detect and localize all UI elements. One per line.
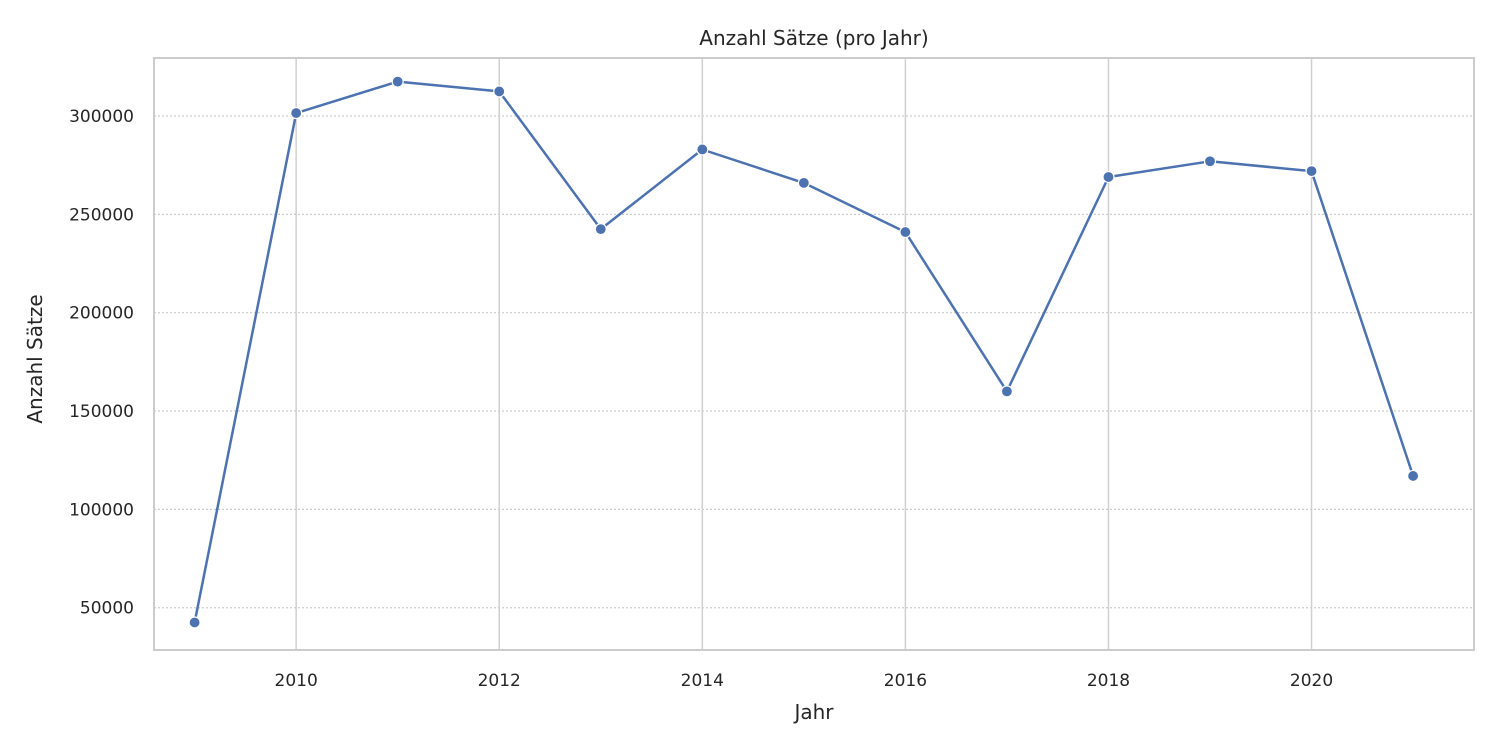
data-point <box>493 85 506 98</box>
x-tick-label: 2020 <box>1290 671 1333 691</box>
data-point <box>1203 155 1217 168</box>
chart-title: Anzahl Sätze (pro Jahr) <box>699 26 928 50</box>
data-point <box>899 225 912 239</box>
x-tick-label: 2016 <box>884 671 927 691</box>
grid <box>154 58 1474 650</box>
x-tick-label: 2018 <box>1087 671 1130 691</box>
data-point <box>391 75 404 88</box>
data-point <box>1406 469 1420 483</box>
y-tick-label: 250000 <box>69 205 134 225</box>
y-tick-label: 100000 <box>69 500 134 520</box>
series <box>188 75 1420 629</box>
data-point <box>797 176 810 189</box>
x-axis-label: Jahr <box>792 700 834 724</box>
data-point <box>696 143 709 156</box>
data-point <box>290 106 303 120</box>
y-tick-label: 50000 <box>80 599 134 619</box>
data-point <box>1305 164 1318 178</box>
x-tick-label: 2010 <box>275 671 318 691</box>
y-axis-label: Anzahl Sätze <box>23 294 47 423</box>
data-point <box>188 616 201 629</box>
data-point <box>594 223 607 236</box>
plot-frame <box>153 57 1475 651</box>
x-tick-label: 2014 <box>681 671 724 691</box>
x-tick-label: 2012 <box>478 671 521 691</box>
data-point <box>1000 385 1014 398</box>
data-point <box>1102 170 1115 184</box>
y-tick-label: 300000 <box>69 107 134 127</box>
y-tick-label: 200000 <box>69 304 134 324</box>
y-tick-label: 150000 <box>69 402 134 422</box>
tick-labels: 2010 2012 2014 2016 2018 2020 50000 100000 15000… <box>69 107 1333 691</box>
